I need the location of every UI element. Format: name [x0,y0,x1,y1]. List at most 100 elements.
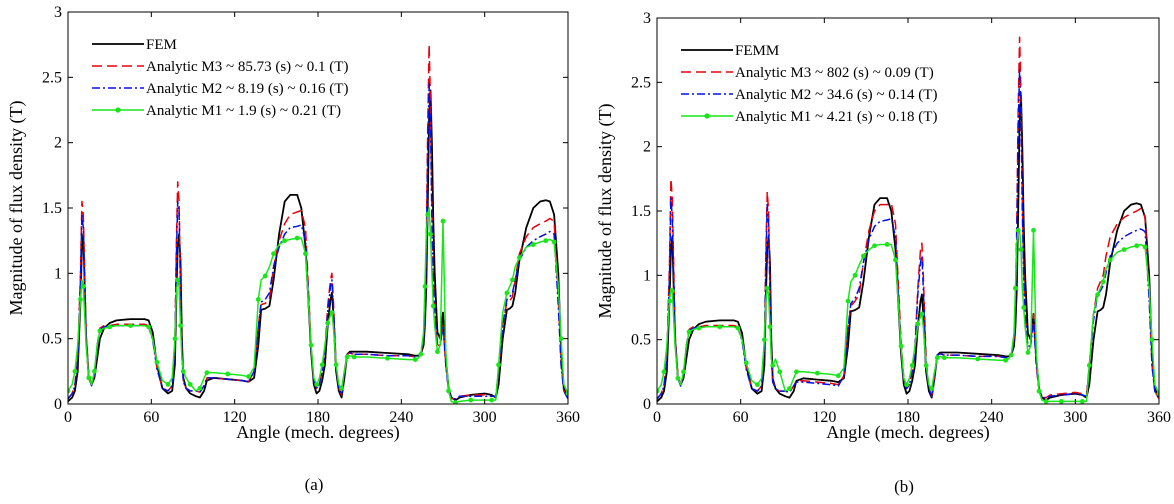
series-marker [929,386,935,391]
x-tick-label: 180 [306,409,330,426]
x-tick-label: 180 [896,409,920,426]
series-marker [1149,337,1155,343]
y-tick-label: 1.5 [631,203,651,220]
series-marker [761,337,767,343]
series-marker [510,277,515,283]
series-marker [735,325,741,331]
series-marker [187,382,193,387]
series-marker [787,386,792,391]
series-marker [717,324,723,330]
series-marker [669,288,675,294]
legend-entry: Analytic M2 ~ 34.6 (s) ~ 0.14 (T) [735,87,937,103]
series-marker [915,321,921,327]
series-marker [516,255,522,261]
series-marker [319,362,325,368]
series-marker [975,356,981,362]
series-marker [1079,399,1085,404]
x-tick-label: 240 [980,409,1004,426]
series-marker [255,297,261,302]
series-marker [543,238,549,244]
x-tick-label: 360 [556,409,580,426]
series-marker [128,323,133,328]
series-marker [344,354,350,360]
legend-entry: FEMM [735,43,779,59]
series-marker [1003,357,1009,363]
series-marker [1043,399,1049,404]
chart-panel-b: 0 60 120 180 240 300 360 0 0.5 1 1.5 2 2.5 3 Angle (me… [595,10,1171,496]
series-marker [667,298,672,304]
series-marker [325,320,331,326]
series-marker [551,239,557,245]
series-marker [314,382,320,387]
series-line-0 [68,89,568,403]
x-tick-label: 60 [733,409,749,426]
legend-marker [704,113,710,119]
series-marker [1012,285,1018,291]
series-marker [755,382,760,388]
legend-entry: Analytic M1 ~ 4.21 (s) ~ 0.18 (T) [735,109,937,125]
legend-marker [115,107,121,113]
series-marker [1036,388,1042,394]
series-marker [271,251,276,257]
y-tick-label: 2.5 [631,74,651,91]
series-marker [422,284,428,289]
series-marker [530,242,536,247]
legend-entry: Analytic M2 ~ 8.19 (s) ~ 0.16 (T) [146,81,348,97]
x-tick-label: 240 [389,409,413,426]
series-marker [814,370,820,376]
x-axis-label: Angle (mech. degrees) [826,422,989,443]
series-marker [339,385,345,391]
series-marker [893,257,898,263]
series-marker [1008,352,1014,358]
x-axis-label: Angle (mech. degrees) [236,422,399,443]
y-tick-label: 2.5 [42,69,62,86]
legend: FEM Analytic M3 ~ 85.73 (s) ~ 0.1 (T) Anal… [92,37,348,119]
x-tick-label: 360 [1147,409,1171,426]
legend-entry: FEM [146,37,177,53]
plot-area [68,43,568,404]
y-tick-label: 1 [54,265,62,282]
series-marker [425,212,431,217]
series-marker [154,359,160,365]
series-line-3 [657,229,1159,403]
y-tick-label: 0.5 [631,332,651,349]
series-marker [68,388,71,394]
legend-entry: Analytic M3 ~ 802 (s) ~ 0.09 (T) [735,65,934,81]
series-marker [303,251,308,257]
series-marker [175,277,181,283]
y-tick-label: 3 [54,4,62,21]
series-marker [351,354,357,360]
series-marker [97,328,103,334]
series-marker [558,336,564,342]
series-marker [333,362,339,368]
series-marker [178,323,183,328]
series-marker [923,363,929,368]
series-marker [686,329,692,335]
series-marker [262,273,268,279]
series-marker [1142,244,1148,250]
series-marker [246,374,251,379]
series-marker [197,385,203,391]
series-marker [909,363,915,368]
series-marker [294,235,300,241]
series-marker [904,382,910,388]
panel-label: (a) [305,475,324,494]
series-marker [385,355,390,361]
series-marker [146,324,151,330]
series-marker [72,368,78,374]
series-marker [1025,350,1031,355]
series-marker [872,243,877,249]
series-marker [282,238,288,244]
legend: FEMM Analytic M3 ~ 802 (s) ~ 0.09 (T) Anal… [681,43,937,125]
series-line-3 [68,207,568,404]
series-marker [225,371,231,377]
x-tick-label: 60 [143,409,159,426]
series-marker [504,290,510,296]
panel-label: (b) [894,477,914,496]
series-marker [1018,247,1024,253]
series-marker [794,369,799,375]
series-marker [934,355,940,361]
series-marker [435,349,440,355]
series-marker [898,343,904,349]
